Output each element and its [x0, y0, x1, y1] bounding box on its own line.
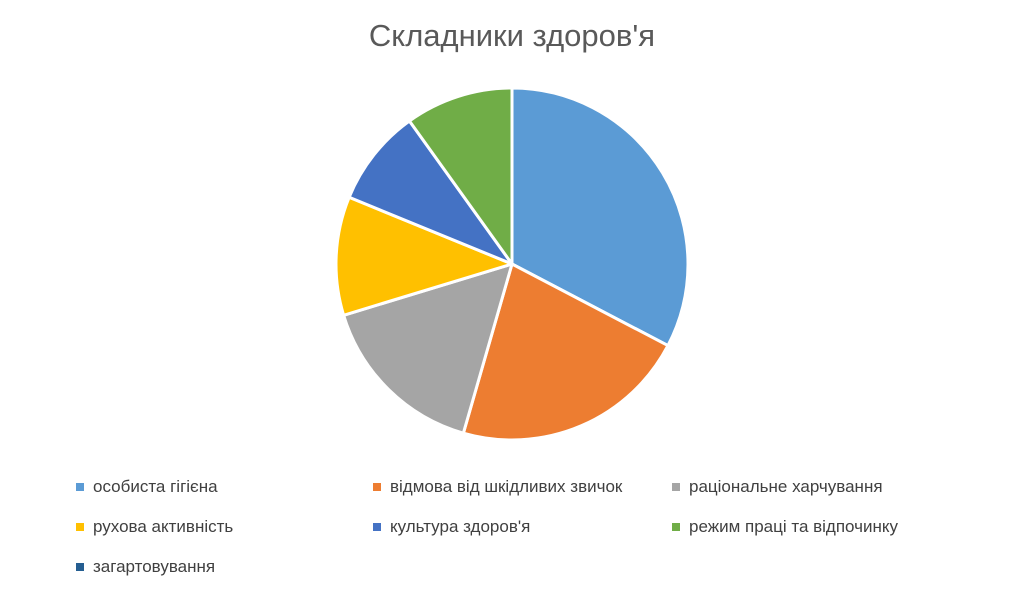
pie-slice-1	[510, 86, 690, 348]
chart-title: Складники здоров'я	[368, 18, 656, 53]
pie-slice-5	[347, 119, 514, 266]
pie-slice-3	[342, 262, 514, 435]
pie-slice-4	[334, 195, 514, 317]
pie-slice-6	[407, 86, 514, 266]
pie-slice-2	[461, 262, 670, 442]
